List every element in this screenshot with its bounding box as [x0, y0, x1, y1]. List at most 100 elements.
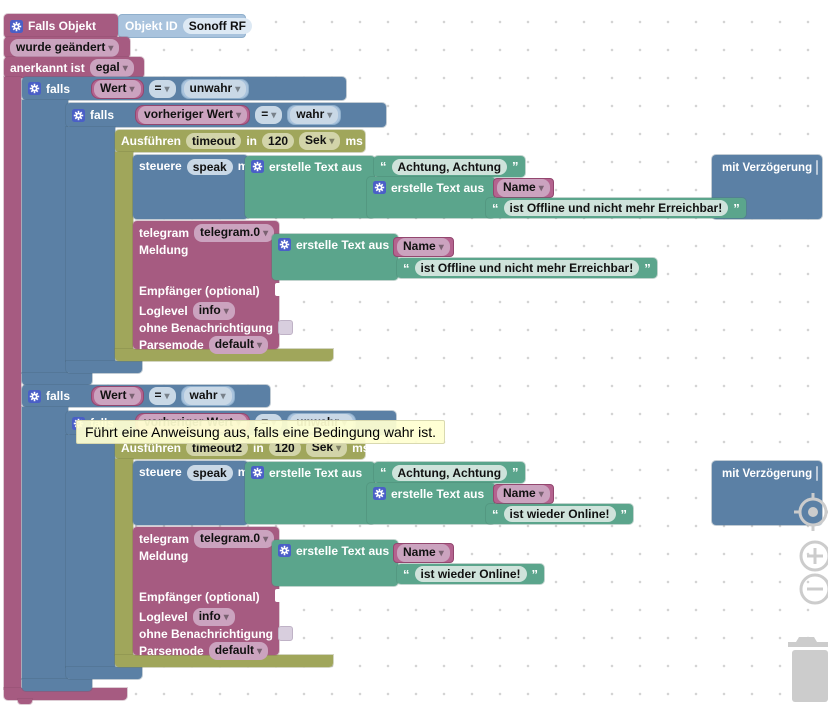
text-field[interactable]: ist Offline und nicht mehr Erreichbar!	[503, 200, 729, 216]
trigger-block-bottom[interactable]	[4, 688, 127, 700]
text-field[interactable]: ist wieder Online!	[414, 566, 527, 582]
control-block[interactable]: steuere speak mit	[133, 461, 256, 525]
if-block-3-header[interactable]: falls Wert ▾ = ▾ wahr ▾	[22, 385, 270, 407]
timeout2-block-bottom[interactable]	[115, 655, 333, 667]
open-quote-icon: “	[403, 260, 410, 276]
zoom-out-button[interactable]	[799, 573, 828, 605]
if-block-3-spine[interactable]	[22, 407, 68, 679]
mutator-gear-icon[interactable]	[72, 108, 85, 122]
unit-dropdown[interactable]: Sek ▾	[299, 132, 341, 150]
loglevel-dropdown[interactable]: info ▾	[192, 302, 235, 320]
if-block-2-spine[interactable]	[66, 127, 115, 361]
telegram-block[interactable]: telegram telegram.0 ▾ Meldung Empfänger (…	[133, 221, 294, 354]
timeout-name-field[interactable]: timeout2	[186, 440, 249, 456]
ack-dropdown[interactable]: egal ▾	[89, 58, 134, 77]
text-shadow-block[interactable]: “ ist wieder Online! ”	[397, 564, 545, 584]
control-block-right[interactable]: mit Verzögerung	[712, 461, 822, 525]
if-block-1-bottom[interactable]	[22, 373, 92, 385]
logic-boolean-block[interactable]: wahr ▾	[287, 105, 342, 125]
text-shadow-block[interactable]: “ ist wieder Online! ”	[486, 504, 634, 524]
value-block[interactable]: Wert ▾	[91, 386, 144, 406]
text-shadow-block[interactable]: “ ist Offline und nicht mehr Erreichbar!…	[397, 258, 657, 278]
if-block-4-bottom[interactable]	[66, 667, 142, 679]
delay-checkbox[interactable]	[816, 160, 819, 175]
change-type-dropdown[interactable]: wurde geändert ▾	[10, 38, 120, 57]
trigger-statement-spine[interactable]	[4, 77, 21, 689]
mutator-gear-icon[interactable]	[28, 82, 41, 95]
text-join-block[interactable]: erstelle Text aus	[272, 540, 398, 586]
value-block[interactable]: Wert ▾	[91, 78, 144, 99]
variable-dropdown[interactable]: Name ▾	[397, 238, 450, 256]
silent-checkbox[interactable]	[278, 626, 294, 641]
timeout-block-header[interactable]: Ausführen timeout in 120 Sek ▾ ms	[115, 130, 365, 152]
variable-dropdown[interactable]: Name ▾	[497, 179, 550, 197]
operator-dropdown[interactable]: =▾	[255, 106, 283, 124]
delay-checkbox[interactable]	[816, 466, 819, 481]
trigger-block-header[interactable]: Falls Objekt	[4, 14, 118, 38]
text-join-block[interactable]: erstelle Text aus	[272, 234, 398, 280]
variable-block[interactable]: Name ▾	[393, 237, 454, 257]
mutator-gear-icon[interactable]	[251, 160, 264, 173]
if-block-2-header[interactable]: falls vorheriger Wert ▾ = ▾ wahr ▾	[66, 103, 386, 127]
object-id-block[interactable]: Objekt ID Sonoff RF	[118, 14, 253, 38]
text-field[interactable]: Achtung, Achtung	[391, 158, 508, 175]
mutator-gear-icon[interactable]	[10, 19, 23, 33]
instance-dropdown[interactable]: telegram.0 ▾	[194, 224, 275, 242]
text-shadow-block[interactable]: “ Achtung, Achtung ”	[374, 156, 525, 177]
timeout2-block-spine[interactable]	[115, 459, 133, 655]
text-field[interactable]: ist wieder Online!	[503, 506, 616, 522]
variable-block[interactable]: Name ▾	[393, 543, 454, 563]
zoom-in-button[interactable]	[799, 540, 828, 572]
timeout-block-spine[interactable]	[115, 152, 133, 349]
parsemode-dropdown[interactable]: default ▾	[208, 642, 269, 660]
if-block-4-spine[interactable]	[66, 435, 115, 667]
operator-dropdown[interactable]: =▾	[148, 387, 176, 405]
logic-boolean-block[interactable]: wahr ▾	[180, 386, 235, 406]
zoom-reset-button[interactable]	[794, 493, 828, 531]
mutator-gear-icon[interactable]	[373, 487, 386, 500]
delay-field[interactable]: 120	[268, 440, 301, 456]
if-block-2-bottom[interactable]	[66, 361, 142, 373]
text-join-block-inner[interactable]: erstelle Text aus	[367, 177, 495, 218]
timeout-name-field[interactable]: timeout	[186, 133, 242, 149]
value-block[interactable]: vorheriger Wert▾	[135, 105, 251, 125]
mutator-gear-icon[interactable]	[278, 238, 291, 251]
value-input-socket[interactable]	[275, 283, 284, 296]
variable-block[interactable]: Name ▾	[493, 178, 554, 198]
object-id-value[interactable]: Sonoff RF	[182, 18, 253, 34]
trash-icon[interactable]	[788, 637, 828, 702]
delay-field[interactable]: 120	[262, 133, 295, 149]
silent-checkbox[interactable]	[278, 320, 294, 335]
if-block-3-bottom[interactable]	[22, 679, 92, 691]
text-shadow-block[interactable]: “ Achtung, Achtung ”	[374, 462, 525, 483]
mutator-gear-icon[interactable]	[251, 466, 264, 479]
parsemode-dropdown[interactable]: default ▾	[208, 336, 269, 354]
if-block-1-header[interactable]: falls Wert ▾ = ▾ unwahr ▾	[22, 77, 346, 100]
logic-boolean-block[interactable]: unwahr▾	[180, 78, 250, 99]
text-field[interactable]: ist Offline und nicht mehr Erreichbar!	[414, 260, 640, 276]
mutator-gear-icon[interactable]	[28, 389, 41, 403]
text-field[interactable]: Achtung, Achtung	[391, 464, 508, 481]
text-shadow-block[interactable]: “ ist Offline und nicht mehr Erreichbar!…	[486, 198, 746, 218]
if-block-1-spine[interactable]	[22, 100, 68, 373]
loglevel-dropdown[interactable]: info ▾	[192, 608, 235, 626]
control-keyword: steuere	[139, 159, 182, 173]
device-field[interactable]: speak	[186, 159, 233, 175]
mutator-gear-icon[interactable]	[278, 544, 291, 557]
control-block[interactable]: steuere speak mit	[133, 155, 256, 219]
telegram-block[interactable]: telegram telegram.0 ▾ Meldung Empfänger (…	[133, 527, 294, 660]
text-join-block[interactable]: erstelle Text aus	[245, 462, 375, 524]
mutator-gear-icon[interactable]	[373, 181, 386, 194]
instance-dropdown[interactable]: telegram.0 ▾	[194, 530, 275, 548]
text-join-block[interactable]: erstelle Text aus	[245, 156, 375, 218]
device-field[interactable]: speak	[186, 465, 233, 481]
operator-dropdown[interactable]: =▾	[148, 79, 176, 98]
variable-dropdown[interactable]: Name ▾	[497, 485, 550, 503]
timeout-block-bottom[interactable]	[115, 349, 333, 361]
parsemode-label: Parsemode	[139, 644, 204, 658]
variable-dropdown[interactable]: Name ▾	[397, 544, 450, 562]
value-input-socket[interactable]	[275, 589, 284, 602]
text-join-block-inner[interactable]: erstelle Text aus	[367, 483, 495, 524]
variable-block[interactable]: Name ▾	[493, 484, 554, 504]
